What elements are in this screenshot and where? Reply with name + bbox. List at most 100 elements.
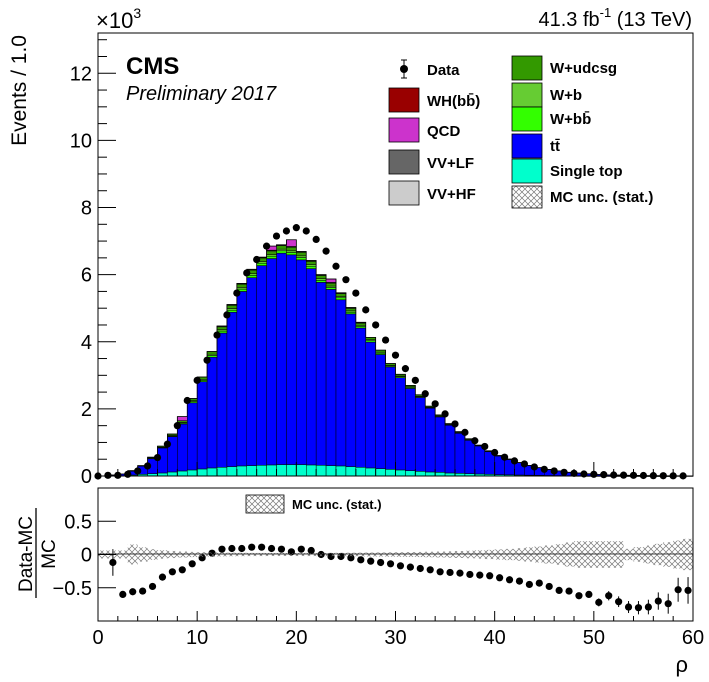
data-point-53 [619,471,628,479]
data-point-25 [342,276,350,284]
ratio-band-bin-26 [355,552,366,557]
ratio-point-3 [139,587,147,595]
data-point-49 [580,470,588,478]
bar-tt--12 [216,332,228,468]
bar-w-udcsg-8 [177,420,188,423]
bar-w-b-17 [266,254,277,257]
ratio-band-bin-40 [494,549,505,560]
ratio-point-11 [218,545,226,553]
ratio-point-8 [188,560,196,568]
data-point-47 [560,468,568,476]
ratio-band-bin-36 [455,551,465,558]
bar-qcd-23 [325,278,337,283]
xtick-label-50: 50 [583,627,605,649]
xtick-label-40: 40 [484,627,506,649]
data-point-1 [104,471,112,479]
ratio-band-bin-5 [147,549,158,560]
ratio-band-bin-43 [524,547,535,562]
xtick-label-0: 0 [92,627,103,649]
ratio-point-31 [416,564,424,573]
legend-item-wbb: W+bb̄ [511,106,591,132]
data-point-30 [391,351,400,359]
bar-tt--10 [196,381,208,470]
ratio-band-bin-11 [207,552,217,557]
bar-tt--29 [385,366,396,470]
data-point-36 [451,420,459,428]
ratio-point-58 [684,586,692,595]
bar-w-bb--19 [286,252,297,256]
bar-tt--23 [325,289,337,466]
ratio-band-bin-51 [603,541,614,568]
ratio-point-14 [248,543,256,551]
ratio-point-41 [515,577,524,585]
bar-single-top-24 [335,465,347,477]
ratio-band-bin-56 [653,543,664,566]
data-point-3 [124,470,132,478]
legend-item-qcd: QCD [388,117,461,143]
bar-single-top-21 [306,464,317,477]
data-point-37 [461,428,469,436]
bar-tt--14 [236,291,248,467]
ratio-point-55 [654,597,662,605]
ratio-mc-uncertainty-band [98,538,693,571]
bar-tt--32 [415,397,426,472]
data-point-43 [520,460,529,468]
ratio-band-bin-44 [534,546,545,563]
ratio-band-bin-35 [445,551,455,558]
ratio-point-4 [148,582,157,591]
ratio-band-bin-10 [197,552,208,557]
ratio-point-7 [178,566,186,574]
main-ytick-label-0: 0 [81,466,92,488]
bar-single-top-20 [296,464,307,477]
ratio-band-bin-16 [256,552,267,557]
data-point-15 [243,269,251,277]
ratio-band-bin-53 [623,548,634,561]
svg-text:W+b: W+b [550,87,582,104]
data-point-32 [411,376,419,384]
ratio-point-26 [367,557,375,565]
ratio-band-bin-24 [336,552,346,557]
ratio-band-bin-54 [633,547,644,562]
bar-single-top-14 [236,465,248,477]
bar-single-top-28 [375,468,386,477]
bar-tt--37 [464,439,476,474]
bar-qcd-19 [286,239,297,247]
legend-item-whbb: WH(bb̄) [388,87,480,113]
bar-w-b-19 [286,250,297,253]
bar-tt--21 [306,268,317,466]
bar-w-udcsg-19 [286,246,297,252]
ratio-band-bin-12 [217,552,227,557]
preliminary-label: Preliminary 2017 [126,83,277,105]
ratio-point-15 [258,543,266,551]
data-point-27 [362,306,370,314]
bar-single-top-23 [325,465,337,477]
svg-text:tt̄: tt̄ [550,138,560,155]
ratio-band-bin-41 [504,548,515,561]
data-point-18 [272,232,281,240]
legend: Data WH(bb̄) QCD VV+LF VV+HF W+udcsg W+b [388,55,653,209]
xtick-label-20: 20 [285,627,307,649]
svg-text:W+bb̄: W+bb̄ [550,110,591,128]
bar-single-top-19 [286,464,297,477]
ratio-point-1 [119,590,127,599]
bar-tt--11 [206,356,218,469]
ratio-point-53 [634,604,643,612]
ratio-point-38 [486,572,494,580]
ratio-point-50 [605,592,613,600]
ratio-ytick-label-0: 0 [81,545,92,567]
bar-tt--19 [286,254,297,465]
bar-single-top-33 [425,471,436,477]
svg-text:MC unc. (stat.): MC unc. (stat.) [550,189,653,206]
main-ytick-label-8: 8 [81,198,92,220]
bar-tt--18 [276,252,287,465]
bar-w-udcsg-17 [266,250,277,255]
bar-w-bb--24 [335,297,347,301]
bar-w-bb--16 [256,262,267,266]
legend-item-vvhf: VV+HF [388,180,476,206]
bar-tt--20 [296,259,307,465]
axes: 0 2 4 6 8 10 12 0 10 20 30 40 50 60 −0.5 0 0.5 [53,39,704,649]
bar-tt--34 [434,416,446,473]
ratio-point-49 [595,598,603,606]
ratio-band-bin-31 [405,552,416,557]
